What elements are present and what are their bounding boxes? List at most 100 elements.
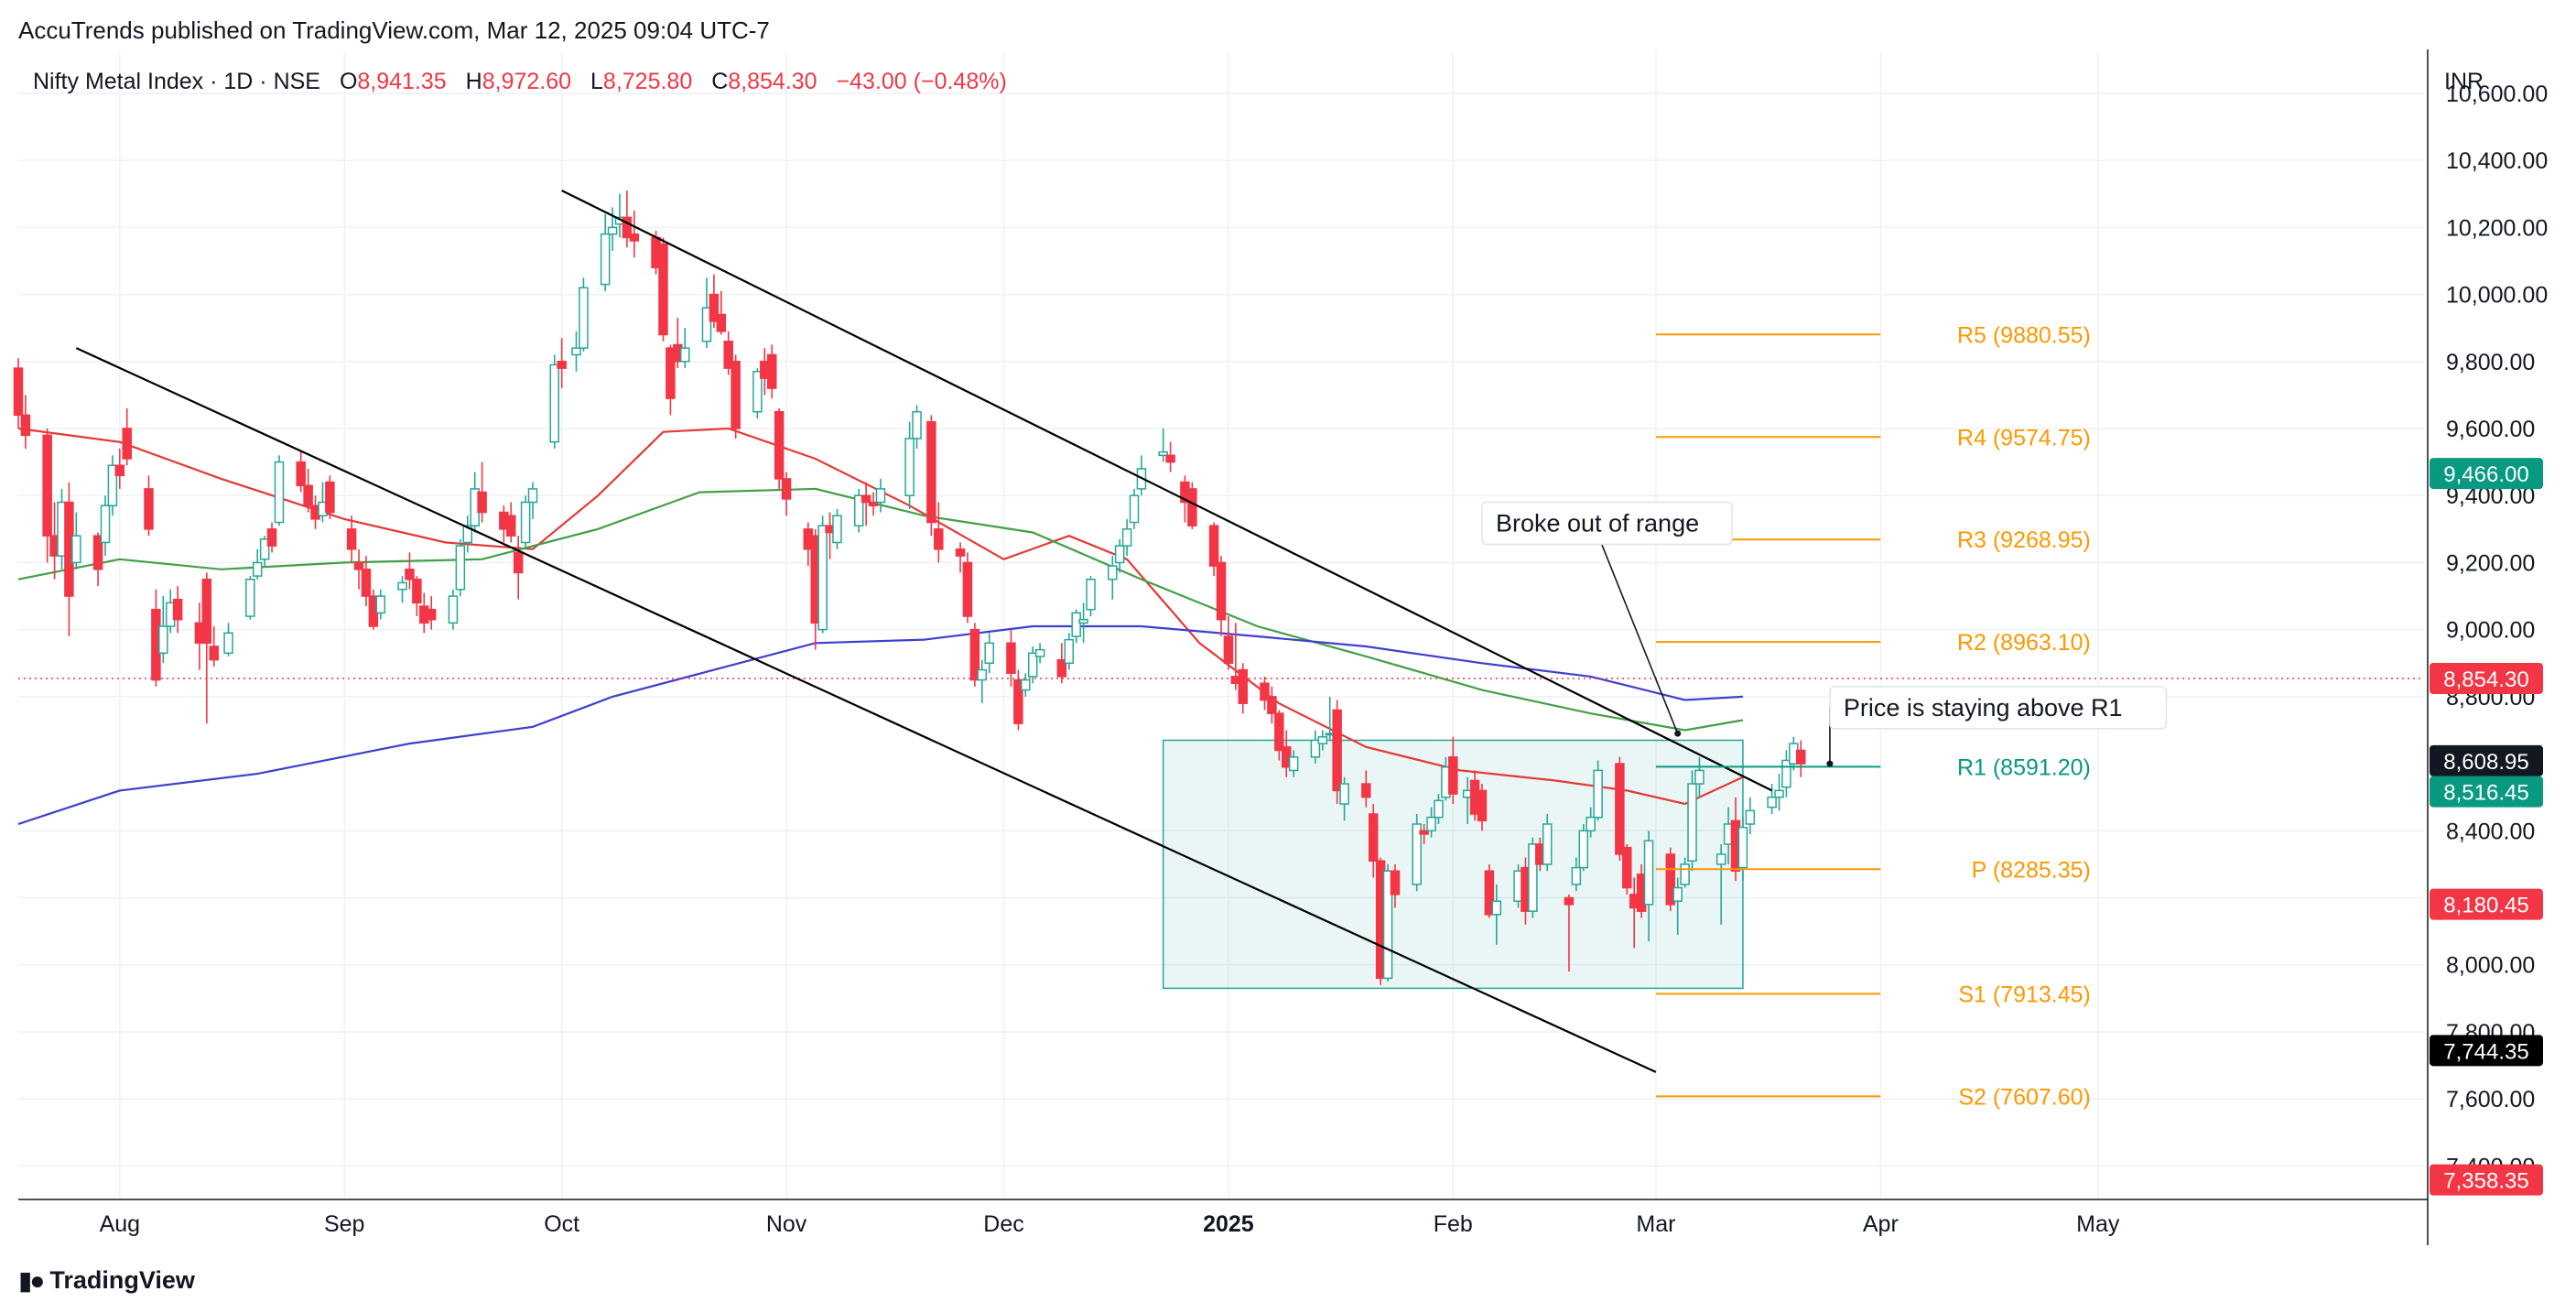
y-tick-label: 9,200.00 [2446,550,2535,576]
candle-body [1078,618,1088,624]
candle-body [1034,648,1045,657]
candle-body [1165,454,1175,463]
candle-body [375,595,386,614]
candle-body [71,535,81,564]
candle-body [557,361,567,369]
candle-body [600,233,611,286]
candle-body [1086,578,1096,611]
candle-body [853,494,864,526]
y-tick-label: 9,600.00 [2446,417,2535,442]
candle-body [709,293,720,322]
candle-body [1013,678,1023,724]
ma_slow-line [17,624,1743,826]
candle-body [1208,525,1219,567]
candle-body [1274,712,1284,752]
candle-body [1745,809,1756,825]
candle-body [977,668,988,681]
high-value: 8,972.60 [482,69,571,94]
candle-body [629,233,640,242]
price-badge-bg [2430,458,2543,490]
annotation-callout: Price is staying above R1 [1826,686,2168,767]
callout-pointer [1600,542,1679,734]
candle-body [172,598,183,621]
brand-name: TradingView [49,1266,195,1294]
publisher-header: AccuTrends published on TradingView.com,… [18,16,770,44]
candle-body [1571,866,1582,885]
y-tick-label: 10,000.00 [2446,283,2548,309]
pivot-label: S1 (7913.45) [1958,982,2091,1007]
low-label: L [590,69,603,94]
candle-body [774,410,785,480]
candle-body [100,505,111,544]
candle-body [20,414,31,437]
candle-body [962,561,973,617]
descending-channel [75,190,1773,1073]
pivot-label: P (8285.35) [1972,857,2091,883]
candle-body [1796,749,1806,765]
x-tick-label: Dec [983,1211,1023,1237]
candle-body [1021,678,1031,691]
tradingview-logo-icon: ▮● [18,1266,45,1295]
price-badge-bg [2430,888,2543,920]
annotation-callout: Broke out of range [1481,501,1733,737]
price-badge-label: 8,180.45 [2443,894,2528,918]
candle-body [1114,545,1125,564]
candle-body [412,578,422,604]
candle-body [209,646,219,661]
candle-body [1187,488,1197,526]
candle-body [303,484,313,506]
candle-body [781,478,792,500]
candle-body [397,581,407,591]
candle-body [1027,652,1038,678]
currency-label[interactable]: INR [2444,69,2484,94]
low-value: 8,725.80 [603,69,692,94]
close-label: C [711,69,728,94]
candle-body [477,491,487,514]
candle-body [1390,870,1401,895]
candle-body [1412,823,1422,885]
y-tick-label: 9,800.00 [2446,350,2535,375]
candle-body [607,226,618,235]
candle-body [1064,638,1075,665]
candle-body [448,595,459,624]
candle-body [679,347,690,363]
candle-body [926,420,936,524]
candle-body [860,494,871,504]
candle-body [462,525,473,544]
candle-body [752,371,763,413]
pivot-levels: R5 (9880.55) R4 (9574.75) R3 (9268.95) R2 (… [1655,322,2091,1110]
pivot-label: R3 (9268.95) [1957,527,2091,553]
price-badge-bg [2430,744,2543,776]
x-tick-label: 2025 [1203,1211,1254,1237]
candle-body [455,545,466,591]
tradingview-logo[interactable]: ▮● TradingView [18,1265,195,1296]
candle-body [1129,494,1140,524]
candle-body [296,461,306,486]
candle-body [1622,846,1632,889]
y-tick-label: 10,600.00 [2446,81,2548,107]
candle-body [259,538,270,560]
candle-body [1368,813,1379,863]
candle-body [1339,783,1349,805]
x-tick-label: Mar [1636,1211,1675,1237]
candle-body [353,561,364,570]
ma_fast-line [17,427,1744,806]
pivot-label: R1 (8591.20) [1957,754,2091,780]
x-tick-label: Nov [766,1211,807,1237]
open-value: 8,941.35 [357,69,446,94]
x-tick-label: Apr [1863,1211,1899,1237]
candle-body [42,434,52,537]
y-tick-label: 9,000.00 [2446,618,2535,644]
candles [13,190,1806,985]
candle-body [1737,826,1748,869]
candle-body [361,569,372,597]
candle-body [92,535,103,570]
candle-body [1382,870,1393,980]
price-badge-bg [2430,1164,2543,1196]
candle-body [1223,635,1234,665]
price-badge-bg [2430,662,2543,694]
candle-body [1426,816,1436,832]
pivot-label: R4 (9574.75) [1957,425,2091,450]
candle-body [158,625,168,655]
